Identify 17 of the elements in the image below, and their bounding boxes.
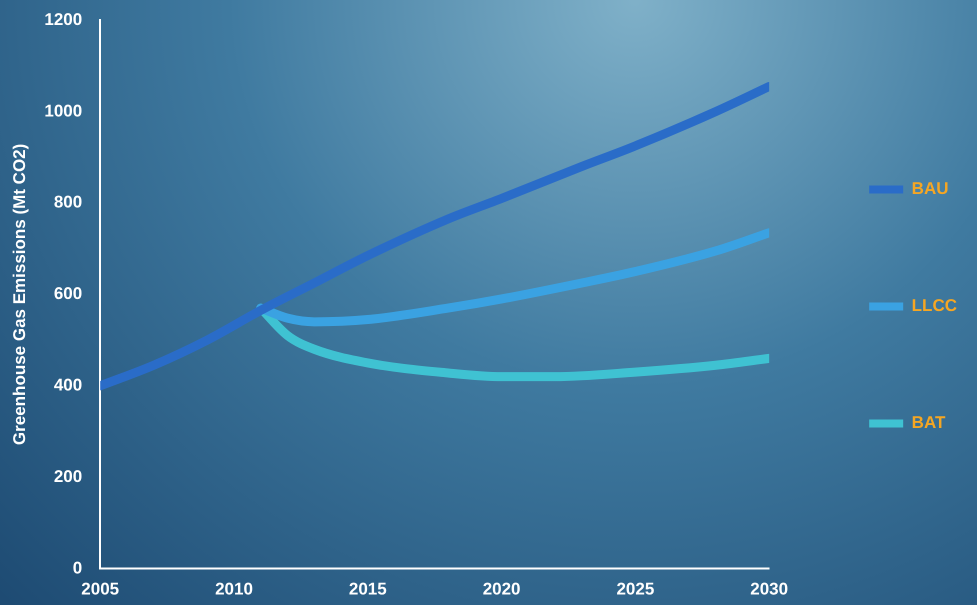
y-tick-label: 1200 <box>44 10 82 29</box>
x-tick-label: 2025 <box>616 579 654 598</box>
legend-label: BAU <box>912 179 949 198</box>
y-tick-label: 0 <box>72 558 82 578</box>
x-tick-label: 2015 <box>348 579 387 598</box>
y-tick-label: 200 <box>54 466 82 486</box>
x-tick-label: 2030 <box>750 579 788 598</box>
y-tick-label: 400 <box>54 375 82 394</box>
legend-label: BAT <box>912 413 946 432</box>
x-tick-label: 2005 <box>81 579 120 598</box>
y-tick-label: 1000 <box>44 101 82 120</box>
y-tick-label: 600 <box>54 284 82 304</box>
y-axis-title: Greenhouse Gas Emissions (Mt CO2) <box>10 144 29 446</box>
x-tick-label: 2020 <box>482 579 521 598</box>
legend-label: LLCC <box>912 296 958 316</box>
x-tick-label: 2010 <box>215 579 253 598</box>
y-tick-label: 800 <box>54 192 82 212</box>
